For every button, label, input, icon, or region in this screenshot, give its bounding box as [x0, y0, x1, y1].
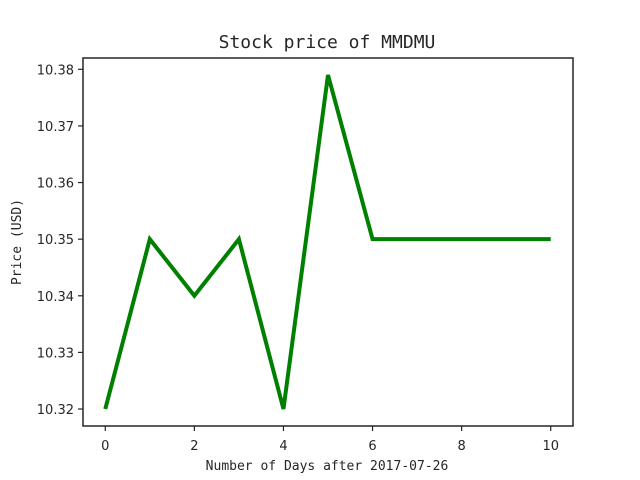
chart-title: Stock price of MMDMU [219, 32, 436, 53]
x-tick-label: 8 [457, 439, 465, 454]
y-tick-label: 10.38 [37, 63, 74, 78]
y-tick-label: 10.37 [37, 120, 74, 135]
x-tick-label: 6 [368, 439, 376, 454]
y-tick-label: 10.34 [37, 290, 74, 305]
y-tick-label: 10.32 [37, 403, 74, 418]
x-tick-label: 4 [279, 439, 287, 454]
y-tick-label: 10.35 [37, 233, 74, 248]
y-tick-label: 10.33 [37, 346, 74, 361]
series-line [103, 74, 551, 410]
x-tick-label: 2 [190, 439, 198, 454]
plot-area: 0 2 4 6 8 10 10.32 10.33 10.34 10.35 10.36 10.37 10.… [37, 57, 574, 454]
y-axis-label: Price (USD) [10, 199, 25, 285]
x-axis-label: Number of Days after 2017-07-26 [206, 459, 449, 474]
y-tick-label: 10.36 [37, 177, 74, 192]
plot-frame [82, 57, 574, 427]
x-tick-label: 10 [542, 439, 559, 454]
x-tick-label: 0 [101, 439, 109, 454]
